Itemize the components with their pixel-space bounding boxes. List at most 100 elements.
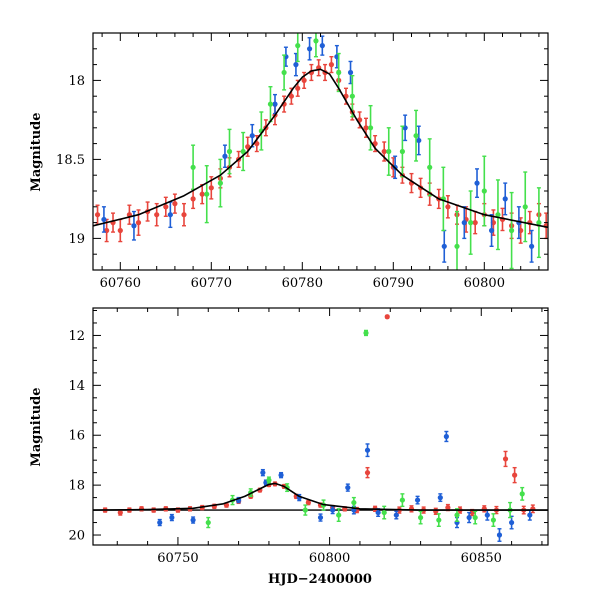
top-y-tick-label: 18	[68, 74, 85, 89]
bottom-panel: 60750 60800 60850 12 14 16 18 20 Magnitude HJD−…	[29, 307, 549, 587]
bottom-y-tick-label: 20	[68, 529, 85, 544]
top-x-tick-label: 60780	[282, 276, 323, 291]
top-series-1-point	[293, 52, 299, 77]
bottom-series-1-point	[317, 513, 324, 522]
top-series-0-point	[328, 56, 335, 74]
bottom-series-1-point	[345, 483, 351, 492]
top-y-tick-label: 19	[68, 232, 85, 247]
top-x-tick-label: 60760	[100, 276, 141, 291]
top-series-1-point	[222, 144, 228, 169]
top-series-1-point	[502, 182, 508, 216]
bottom-series-1-point	[393, 510, 399, 520]
bottom-series-1-point	[414, 495, 421, 505]
bottom-x-tick-label: 60750	[157, 551, 198, 566]
bottom-x-tick-label: 60850	[461, 551, 502, 566]
bottom-series-2-point	[454, 508, 460, 522]
top-series-2-point	[258, 111, 264, 151]
bottom-series-1-point	[278, 471, 284, 479]
top-series-2-point	[313, 33, 319, 58]
top-series-1-point	[101, 206, 107, 233]
top-series-2-point	[427, 138, 433, 197]
top-series-1-point	[474, 168, 480, 199]
top-series-2-point	[240, 131, 246, 172]
bottom-series-2-point	[436, 513, 442, 527]
top-y-axis-title: Magnitude	[29, 112, 44, 191]
bottom-series-0-point	[384, 314, 390, 320]
bottom-series-1-point	[496, 528, 503, 542]
bottom-series-2	[205, 329, 525, 529]
bottom-series-1-point	[437, 493, 443, 503]
bottom-y-axis-title: Magnitude	[29, 387, 44, 466]
top-x-tick-label: 60770	[191, 276, 232, 291]
top-series-1-point	[402, 114, 408, 142]
bottom-x-axis-title: HJD−2400000	[268, 572, 372, 587]
top-series-0-point	[163, 196, 169, 217]
top-series-1-point	[488, 213, 495, 248]
top-series-2-point	[295, 33, 301, 63]
bottom-series-2-point	[490, 513, 496, 527]
top-series-0-point	[445, 195, 451, 219]
bottom-series-1-point	[190, 516, 196, 524]
top-series-2	[190, 33, 542, 270]
top-series-0-point	[181, 202, 187, 227]
top-x-tick-label: 60790	[373, 276, 414, 291]
top-series-1-point	[319, 35, 325, 56]
bottom-y-tick-label: 14	[68, 379, 85, 394]
top-axis-ticks: 60760 60770 60780 60790 60800 18 18.5 19	[56, 32, 548, 291]
bottom-series-2-point	[381, 505, 387, 520]
top-model-curve	[93, 68, 548, 229]
bottom-series-2-point	[363, 329, 369, 337]
top-series-2-point	[495, 179, 501, 251]
top-series-2-point	[267, 86, 274, 123]
bottom-y-tick-label: 18	[68, 479, 85, 494]
bottom-series-0-point	[117, 509, 123, 516]
bottom-series-2-point	[472, 510, 478, 525]
bottom-series-0-point	[512, 466, 518, 484]
bottom-series-0-point	[502, 450, 509, 468]
top-series-2-point	[386, 127, 392, 176]
top-panel: 60760 60770 60780 60790 60800 18 18.5 19 Magnit…	[29, 32, 549, 291]
bottom-series-1-point	[157, 518, 163, 527]
top-series-2-point	[468, 190, 474, 255]
bottom-series-2-point	[302, 504, 308, 516]
top-series-0-point	[245, 136, 251, 157]
top-series-2-point	[509, 191, 515, 270]
bottom-series-1-point	[364, 443, 371, 458]
bottom-series-1-point	[260, 468, 266, 477]
top-x-tick-label: 60800	[464, 276, 505, 291]
bottom-series-1-point	[169, 513, 175, 522]
top-series-1-point	[272, 93, 278, 115]
bottom-series-2-point	[399, 493, 405, 508]
bottom-series-2-point	[519, 486, 525, 501]
bottom-series-1-point	[466, 511, 472, 524]
top-series-2-point	[217, 158, 223, 208]
top-series-2-point	[349, 74, 355, 118]
top-series-1-point	[529, 229, 535, 263]
bottom-y-tick-label: 12	[68, 329, 85, 344]
bottom-panel-frame	[92, 307, 549, 546]
bottom-axis-ticks: 60750 60800 60850 12 14 16 18 20	[68, 308, 548, 566]
top-series-2-point	[536, 187, 542, 259]
top-series-0-point	[499, 207, 506, 232]
bottom-x-tick-label: 60800	[309, 551, 350, 566]
top-series-2-point	[522, 171, 528, 243]
bottom-series-1-point	[443, 430, 449, 443]
bottom-model-curve	[93, 482, 548, 511]
top-y-tick-label: 18.5	[56, 153, 85, 168]
top-series-1-point	[306, 37, 313, 61]
bottom-series-2-point	[418, 510, 424, 525]
top-series-2-point	[204, 165, 210, 224]
bottom-plot-area	[93, 314, 548, 542]
bottom-series-0-point	[138, 506, 145, 512]
top-series-0-point	[172, 193, 178, 214]
bottom-series-1-point	[330, 505, 336, 515]
bottom-series-2-point	[205, 516, 211, 529]
top-series-1-point	[461, 206, 467, 240]
bottom-series-1-point	[484, 509, 490, 521]
bottom-series-0-point	[364, 466, 371, 479]
top-series-2-point	[413, 109, 419, 162]
bottom-y-tick-label: 16	[68, 429, 85, 444]
bottom-series-2-point	[266, 476, 272, 484]
top-series-2-point	[281, 54, 287, 91]
